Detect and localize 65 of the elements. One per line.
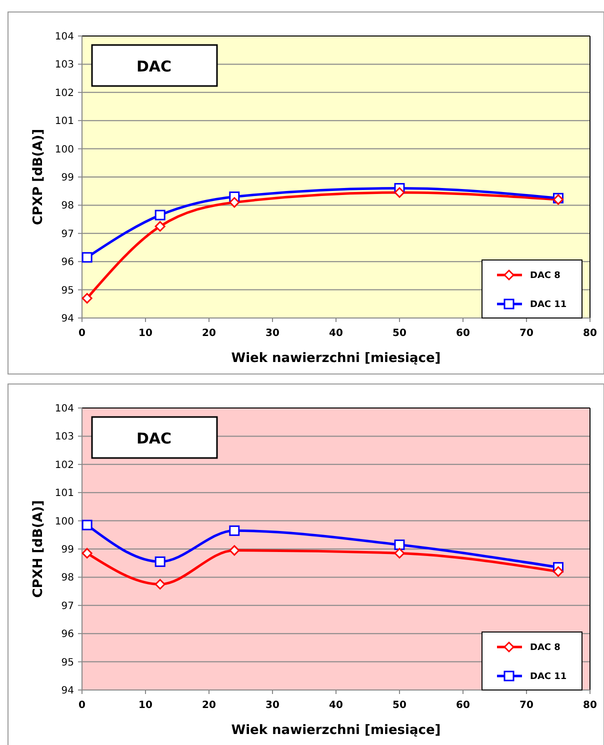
x-tick-label: 20	[202, 700, 216, 711]
y-tick-label: 99	[61, 544, 74, 556]
x-tick-label: 40	[329, 328, 343, 339]
y-tick-label: 94	[61, 686, 74, 696]
y-tick-label: 98	[61, 200, 74, 212]
point	[82, 252, 92, 263]
x-tick-label: 70	[520, 700, 534, 711]
point	[154, 221, 166, 232]
x-tick-label: 30	[266, 700, 280, 711]
x-axis-title: Wiek nawierzchni [miesiące]	[231, 723, 441, 738]
legend-label: DAC 8	[530, 271, 560, 282]
point	[229, 545, 240, 556]
y-tick-label: 95	[61, 657, 74, 668]
y-tick-label: 98	[61, 572, 74, 584]
y-tick-label: 96	[61, 257, 74, 268]
y-tick-label: 97	[61, 600, 74, 612]
text: DAC	[136, 57, 172, 76]
y-tick-label: 101	[54, 116, 74, 128]
x-tick-label: 60	[456, 328, 470, 339]
y-tick-label: 102	[54, 460, 74, 471]
x-axis-title: Wiek nawierzchni [miesiące]	[231, 351, 441, 366]
point	[154, 579, 166, 590]
x-tick-label: 50	[392, 328, 406, 339]
x-tick-label: 50	[392, 700, 406, 711]
x-tick-label: 40	[329, 700, 343, 711]
point	[229, 525, 240, 536]
point	[394, 187, 405, 198]
y-tick-label: 97	[61, 228, 74, 240]
y-tick-label: 104	[54, 32, 74, 42]
y-tick-label: 104	[54, 404, 74, 414]
y-axis-title: CPXP [dB(A)]	[31, 128, 46, 226]
point	[82, 548, 92, 558]
x-tick-label: 60	[456, 700, 470, 711]
x-tick-label: 0	[78, 700, 86, 711]
y-tick-label: 102	[54, 88, 74, 99]
y-axis-title: CPXH [dB(A)]	[31, 500, 46, 598]
y-tick-label: 100	[54, 516, 74, 528]
legend-label: DAC 8	[530, 643, 560, 654]
point	[154, 556, 166, 567]
point	[394, 548, 405, 558]
point	[229, 197, 240, 208]
x-tick-label: 80	[583, 328, 597, 339]
point	[154, 210, 166, 220]
point	[394, 540, 405, 550]
legend-label: DAC 11	[530, 300, 567, 310]
y-tick-label: 99	[61, 172, 74, 184]
y-tick-label: 95	[61, 285, 74, 296]
y-tick-label: 103	[54, 432, 74, 443]
x-tick-label: 30	[266, 328, 280, 339]
y-tick-label: 100	[54, 144, 74, 156]
y-tick-label: 94	[61, 314, 74, 324]
x-tick-label: 20	[202, 328, 216, 339]
x-tick-label: 80	[583, 700, 597, 711]
y-tick-label: 103	[54, 60, 74, 71]
point	[553, 566, 564, 577]
y-tick-label: 96	[61, 629, 74, 640]
text: DAC	[136, 429, 172, 448]
point	[82, 293, 92, 304]
point	[82, 520, 92, 530]
legend-label: DAC 11	[530, 672, 567, 682]
y-tick-label: 101	[54, 488, 74, 500]
x-tick-label: 10	[138, 700, 152, 711]
x-tick-label: 10	[138, 328, 152, 339]
x-tick-label: 0	[78, 328, 86, 339]
x-tick-label: 70	[520, 328, 534, 339]
